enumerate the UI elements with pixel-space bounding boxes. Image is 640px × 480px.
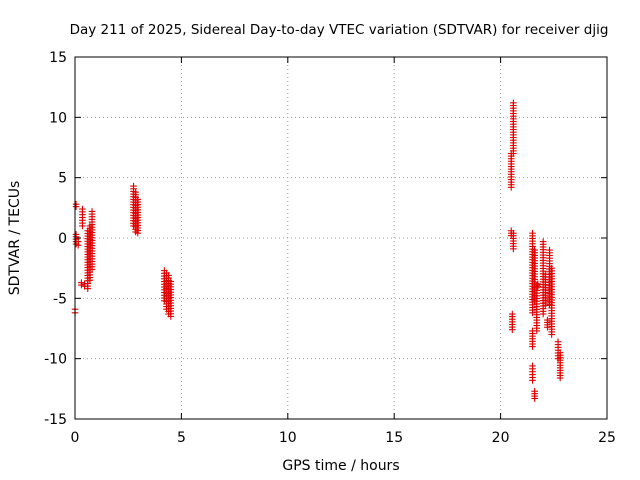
data-point [554, 338, 562, 346]
y-axis-label: SDTVAR / TECUs [7, 181, 23, 296]
data-point [74, 238, 82, 245]
data-point [134, 196, 142, 203]
y-tick-label: 15 [49, 50, 67, 66]
data-point [548, 264, 555, 272]
data-point [165, 272, 172, 279]
data-point [529, 229, 536, 237]
data-point [167, 278, 175, 285]
data-point [533, 281, 541, 289]
y-tick-labels: -15 -10 -5 0 5 10 15 [44, 50, 67, 428]
data-point [510, 99, 517, 107]
x-tick-label: 25 [598, 430, 616, 446]
data-point [132, 188, 139, 196]
data-point [531, 246, 538, 254]
y-tick-label: 10 [49, 110, 67, 126]
y-tick-label: 0 [58, 231, 67, 247]
data-point [88, 208, 96, 215]
data-point [72, 200, 80, 208]
y-tick-label: -10 [44, 352, 67, 368]
y-tick-label: -5 [53, 291, 67, 307]
x-tick-label: 0 [71, 430, 80, 446]
plot-frame [74, 56, 608, 420]
x-tick-label: 5 [177, 430, 186, 446]
data-point [509, 310, 516, 318]
data-point [531, 387, 538, 395]
grid-lines [75, 57, 607, 419]
data-point [546, 246, 553, 254]
data-points [71, 99, 564, 402]
x-tick-labels: 0 5 10 15 20 25 [71, 430, 616, 446]
data-point [539, 238, 547, 245]
x-axis-label: GPS time / hours [282, 458, 399, 474]
data-point [79, 205, 86, 213]
x-tick-label: 10 [279, 430, 297, 446]
y-tick-label: 5 [58, 171, 67, 187]
data-point [534, 280, 542, 288]
data-point [78, 279, 85, 286]
y-tick-label: -15 [44, 412, 67, 428]
data-point [130, 182, 137, 190]
data-point [556, 349, 564, 356]
x-tick-label: 15 [385, 430, 403, 446]
x-tick-label: 20 [492, 430, 510, 446]
data-point [529, 362, 536, 370]
data-point [510, 229, 517, 237]
chart-title: Day 211 of 2025, Sidereal Day-to-day VTE… [70, 22, 609, 38]
data-point [72, 231, 80, 238]
data-point [544, 316, 551, 324]
